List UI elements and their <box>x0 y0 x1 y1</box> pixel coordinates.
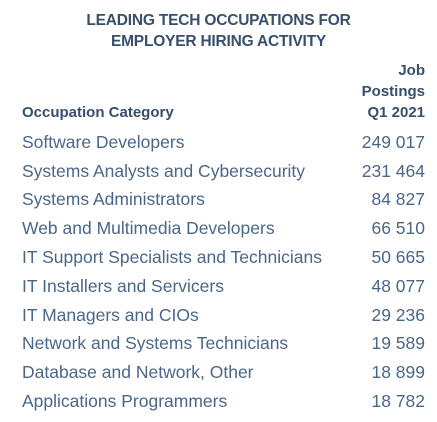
chart-title: LEADING TECH OCCUPATIONS FOR EMPLOYER HI… <box>0 10 437 52</box>
value-header-line-1: Job <box>398 62 425 79</box>
job-postings-cell: 66 510 <box>371 218 425 239</box>
job-postings-cell: 29 236 <box>371 304 425 325</box>
table-row: Web and Multimedia Developers 66 510 <box>22 214 425 243</box>
table-row: Software Developers 249 017 <box>22 128 425 157</box>
job-postings-cell: 48 077 <box>371 275 425 296</box>
table-row: Systems Analysts and Cybersecurity 231 46… <box>22 157 425 186</box>
chart-title-line-2: EMPLOYER HIRING ACTIVITY <box>110 33 327 50</box>
job-postings-cell: 231 464 <box>361 160 425 181</box>
occupation-category-cell: Systems Analysts and Cybersecurity <box>22 160 306 181</box>
table-row: IT Installers and Servicers 48 077 <box>22 272 425 301</box>
occupation-category-cell: Software Developers <box>22 131 185 152</box>
occupation-category-cell: IT Support Specialists and Technicians <box>22 247 322 268</box>
table-row: Database and Network, Other 18 899 <box>22 358 425 387</box>
table-row: Applications Programmers 18 782 <box>22 387 425 416</box>
table-row: IT Support Specialists and Technicians 50… <box>22 243 425 272</box>
occupation-category-cell: Database and Network, Other <box>22 362 254 383</box>
job-postings-cell: 18 899 <box>371 362 425 383</box>
table-row: IT Managers and CIOs 29 236 <box>22 301 425 330</box>
table-row: Systems Administrators 84 827 <box>22 186 425 215</box>
job-postings-cell: 18 782 <box>371 391 425 412</box>
job-postings-cell: 249 017 <box>361 131 425 152</box>
table-row: Network and Systems Technicians 19 589 <box>22 330 425 359</box>
value-header-line-2: Postings <box>361 83 425 100</box>
occupation-category-cell: Applications Programmers <box>22 391 228 412</box>
value-column-header: Job Postings Q1 2021 <box>362 60 425 123</box>
occupation-category-cell: Systems Administrators <box>22 189 205 210</box>
category-column-header: Occupation Category <box>22 104 174 121</box>
table-body: Software Developers 249 017 Systems Analys… <box>22 128 425 416</box>
job-postings-cell: 84 827 <box>371 189 425 210</box>
chart-title-line-1: LEADING TECH OCCUPATIONS FOR <box>86 12 351 29</box>
occupation-category-cell: IT Installers and Servicers <box>22 275 224 296</box>
occupation-category-cell: IT Managers and CIOs <box>22 304 199 325</box>
value-header-line-3: Q1 2021 <box>367 104 425 121</box>
job-postings-cell: 50 665 <box>371 247 425 268</box>
occupation-category-cell: Web and Multimedia Developers <box>22 218 275 239</box>
job-postings-cell: 19 589 <box>371 333 425 354</box>
occupation-category-cell: Network and Systems Technicians <box>22 333 289 354</box>
